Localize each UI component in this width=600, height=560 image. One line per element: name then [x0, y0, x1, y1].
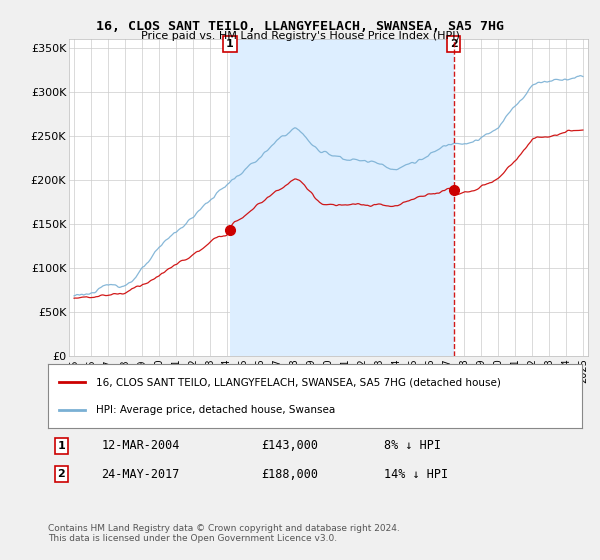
Text: Contains HM Land Registry data © Crown copyright and database right 2024.
This d: Contains HM Land Registry data © Crown c…: [48, 524, 400, 543]
Bar: [230, 39, 454, 356]
Text: 8% ↓ HPI: 8% ↓ HPI: [385, 439, 442, 452]
Text: £143,000: £143,000: [262, 439, 319, 452]
Text: 1: 1: [226, 39, 234, 49]
Text: 14% ↓ HPI: 14% ↓ HPI: [385, 468, 449, 480]
Text: 16, CLOS SANT TEILO, LLANGYFELACH, SWANSEA, SA5 7HG (detached house): 16, CLOS SANT TEILO, LLANGYFELACH, SWANS…: [96, 377, 501, 387]
Text: HPI: Average price, detached house, Swansea: HPI: Average price, detached house, Swan…: [96, 405, 335, 416]
Text: 12-MAR-2004: 12-MAR-2004: [101, 439, 180, 452]
Text: 2: 2: [450, 39, 458, 49]
Text: 1: 1: [58, 441, 65, 451]
Text: 16, CLOS SANT TEILO, LLANGYFELACH, SWANSEA, SA5 7HG: 16, CLOS SANT TEILO, LLANGYFELACH, SWANS…: [96, 20, 504, 32]
Text: £188,000: £188,000: [262, 468, 319, 480]
Text: 2: 2: [58, 469, 65, 479]
Text: 24-MAY-2017: 24-MAY-2017: [101, 468, 180, 480]
Text: Price paid vs. HM Land Registry's House Price Index (HPI): Price paid vs. HM Land Registry's House …: [140, 31, 460, 41]
